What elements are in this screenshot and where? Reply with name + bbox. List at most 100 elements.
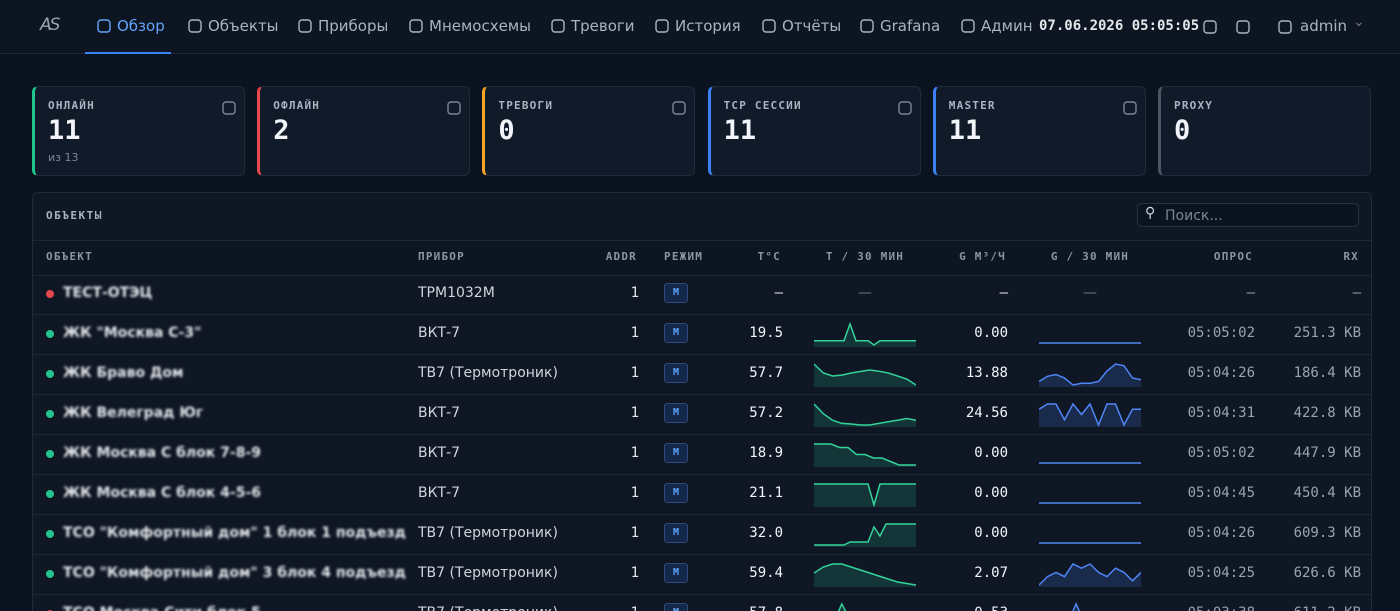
rx-bytes: — (1352, 285, 1361, 301)
sparkline (837, 602, 847, 611)
poll-time: 05:04:26 (1187, 525, 1255, 541)
table-row[interactable]: ЖК "Москва С-3" ВКТ-7 1 M 19.5 0.00 05:05:02 25… (33, 314, 1371, 355)
sparkline (1039, 502, 1141, 504)
nav-icon (961, 19, 975, 33)
nav-item[interactable]: Обзор (85, 0, 171, 54)
poll-time: 05:04:31 (1187, 405, 1255, 421)
column-header: G М³/Ч (959, 250, 1006, 263)
column-header: RX (1343, 250, 1359, 263)
nav-label: Тревоги (571, 17, 635, 35)
sparkline (814, 363, 916, 387)
flow: 0.00 (974, 525, 1008, 541)
temperature: 59.4 (749, 565, 783, 581)
table-row[interactable]: ТЕСТ-ОТЭЦ ТРМ1032М 1 M — — — — — — (33, 274, 1371, 315)
status-dot (46, 490, 54, 498)
sparkline-area (814, 364, 916, 387)
addr: 1 (631, 605, 639, 611)
sparkline (1039, 342, 1141, 344)
object-name: ТСО "Комфортный дом" 1 блок 1 подъезд (63, 525, 406, 541)
mode-badge: M (664, 483, 688, 503)
sparkline-line (814, 321, 916, 346)
nav-icon (188, 19, 202, 33)
flow: 0.00 (974, 485, 1008, 501)
theme-icon-shape (1236, 20, 1250, 34)
poll-time: — (1246, 285, 1255, 301)
temperature-trend-empty: — (858, 285, 872, 301)
sparkline (1039, 462, 1141, 464)
sparkline (1039, 563, 1141, 587)
stat-card: ОФЛАЙН 2 (257, 86, 471, 176)
table-row[interactable]: ТСО "Комфортный дом" 1 блок 1 подъезд ТВ7… (33, 514, 1371, 555)
theme-icon[interactable] (1235, 19, 1251, 35)
sparkline-area (814, 404, 916, 427)
device-name: ТРМ1032М (418, 285, 495, 301)
nav-icon (860, 19, 874, 33)
flow: 0.00 (974, 445, 1008, 461)
mode-badge: M (664, 523, 688, 543)
mode-badge: M (664, 283, 688, 303)
nav-label: Grafana (880, 17, 941, 35)
rx-bytes: 251.3 KB (1293, 325, 1361, 341)
device-name: ТВ7 (Термотроник) (418, 525, 558, 541)
poll-time: 05:04:25 (1187, 565, 1255, 581)
nav-active-underline (85, 52, 171, 54)
flow: 2.07 (974, 565, 1008, 581)
nav-icon (97, 19, 111, 33)
bell-icon[interactable] (1202, 19, 1218, 35)
datetime: 07.06.2026 05:05:05 (1039, 18, 1200, 34)
poll-time: 05:05:02 (1187, 445, 1255, 461)
stat-icon (672, 101, 687, 115)
sparkline-line (814, 363, 916, 386)
nav-label: История (675, 17, 741, 35)
stat-icon-shape (672, 101, 687, 115)
header-row (33, 240, 1371, 276)
table-row[interactable]: ЖК Браво Дом ТВ7 (Термотроник) 1 M 57.7 13.88… (33, 354, 1371, 395)
column-header: ПРИБОР (418, 250, 465, 263)
top-nav: AS Обзор Объекты Приборы Мнемосхемы Тревоги Ис… (0, 0, 1400, 54)
chevron: ⌄ (1353, 14, 1365, 30)
user-icon-shape (1278, 20, 1292, 34)
search-input[interactable]: ⚲ Поиск... (1137, 203, 1359, 227)
mode-badge: M (664, 363, 688, 383)
table-row[interactable]: ЖК Велеград Юг ВКТ-7 1 M 57.2 24.56 05:04:31 42… (33, 394, 1371, 435)
object-name: ЖК Москва С блок 7-8-9 (63, 445, 262, 461)
mode-badge: M (664, 563, 688, 583)
nav-icon (762, 19, 776, 33)
sparkline (814, 403, 916, 427)
stat-value: 11 (948, 115, 982, 146)
poll-time: 05:04:45 (1187, 485, 1255, 501)
rx-bytes: 422.8 KB (1293, 405, 1361, 421)
stat-card: TCP СЕССИИ 11 (707, 86, 921, 176)
table-row[interactable]: ТСО Москва Сити блок 5 ТВ7 (Термотроник) 1… (33, 594, 1371, 611)
stat-value: 2 (273, 115, 290, 146)
mode-badge: M (664, 403, 688, 423)
nav-icon-shape (655, 19, 669, 33)
stat-label: ОФЛАЙН (273, 99, 321, 112)
column-header: T°C (757, 250, 781, 263)
table-row[interactable]: ЖК Москва С блок 7-8-9 ВКТ-7 1 M 18.9 0.00 05:… (33, 434, 1371, 475)
flow-trend-empty: — (1083, 285, 1097, 301)
sparkline-area (1039, 404, 1141, 427)
device-name: ТВ7 (Термотроник) (418, 565, 558, 581)
temperature: 57.8 (749, 605, 783, 611)
table-row[interactable]: ЖК Москва С блок 4-5-6 ВКТ-7 1 M 21.1 0.00 05:… (33, 474, 1371, 515)
stat-label: TCP СЕССИИ (723, 99, 802, 112)
rx-bytes: 450.4 KB (1293, 485, 1361, 501)
sparkline (814, 523, 916, 547)
flow: 24.56 (965, 405, 1008, 421)
sparkline (1072, 602, 1081, 611)
nav-label: Админ (981, 17, 1033, 35)
device-name: ВКТ-7 (418, 445, 461, 461)
device-name: ВКТ-7 (418, 405, 461, 421)
rx-bytes: 447.9 KB (1293, 445, 1361, 461)
table-row[interactable]: ТСО "Комфортный дом" 3 блок 4 подъезд ТВ7… (33, 554, 1371, 595)
user-menu[interactable]: admin ⌄ (1277, 0, 1367, 53)
flow: 0.00 (974, 325, 1008, 341)
status-dot (46, 450, 54, 458)
sparkline-line (814, 443, 916, 466)
sparkline (1039, 542, 1141, 544)
nav-icon-shape (961, 19, 975, 33)
sparkline-line (1072, 602, 1081, 611)
mode-badge: M (664, 603, 688, 611)
